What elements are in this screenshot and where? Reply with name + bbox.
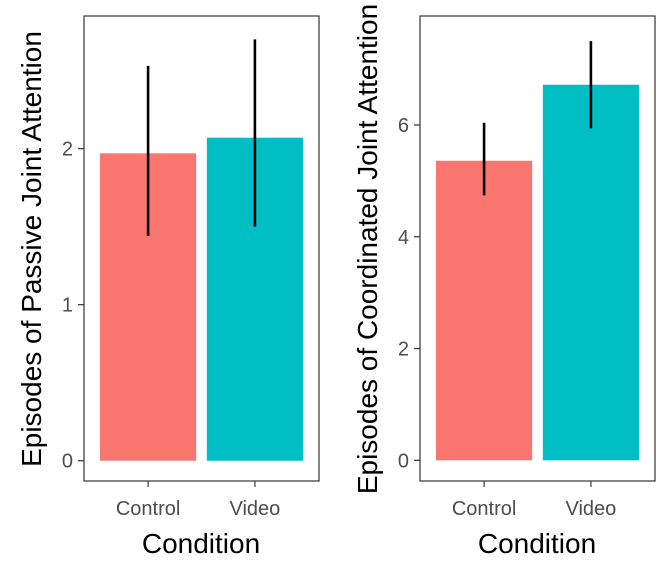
- y-tick-label: 0: [398, 450, 409, 472]
- y-axis: 0 1 2: [62, 139, 84, 473]
- plot-panel-border: [83, 15, 320, 482]
- y-axis-title: Episodes of Passive Joint Attention: [16, 31, 47, 467]
- x-tick-label: Control: [116, 498, 180, 520]
- x-axis: Control Video: [452, 481, 616, 520]
- plot-panel-border: [419, 15, 656, 482]
- x-tick-label: Control: [452, 498, 516, 520]
- x-tick-label: Video: [230, 498, 281, 520]
- y-axis: 0 2 4 6: [398, 115, 420, 472]
- bar-video: [542, 84, 639, 461]
- x-axis-title: Condition: [478, 528, 596, 559]
- y-tick-label: 6: [398, 115, 409, 137]
- bar-control: [436, 160, 533, 461]
- bar-group: [436, 84, 639, 461]
- x-axis-title: Condition: [142, 528, 260, 559]
- errorbar-group: [482, 41, 593, 196]
- y-tick-label: 2: [398, 339, 409, 361]
- y-tick-label: 2: [62, 139, 73, 161]
- chart-passive-joint-attention: 0 1 2 Control Video Condition Episodes of P…: [16, 15, 320, 559]
- x-axis: Control Video: [116, 481, 280, 520]
- y-axis-title: Episodes of Coordinated Joint Attention: [352, 4, 383, 494]
- y-tick-label: 1: [62, 295, 73, 317]
- chart-coordinated-joint-attention: 0 2 4 6 Control Video Condition Episodes of …: [352, 4, 656, 559]
- y-tick-label: 4: [398, 227, 409, 249]
- errorbar-group: [146, 39, 257, 237]
- bar-group: [100, 137, 303, 461]
- y-tick-label: 0: [62, 451, 73, 473]
- x-tick-label: Video: [566, 498, 617, 520]
